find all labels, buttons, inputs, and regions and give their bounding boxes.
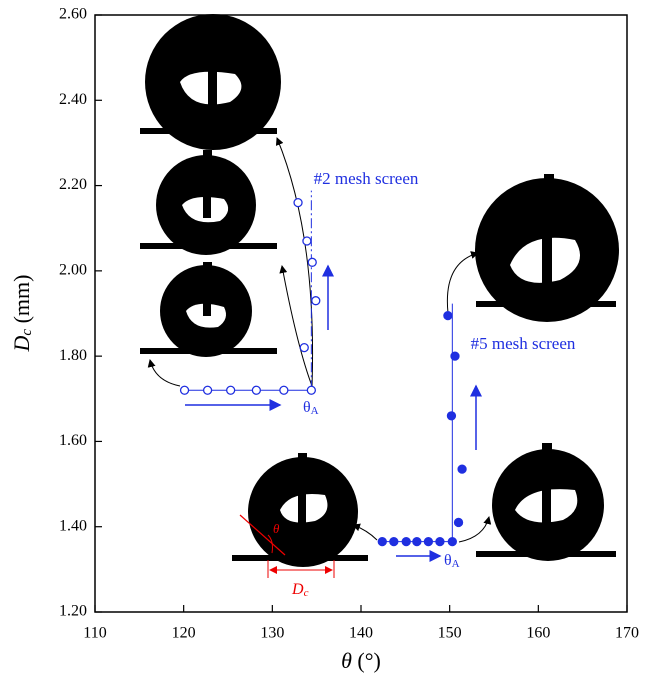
theta-a-label: θA [303,399,319,417]
x-tick-label: 130 [260,625,284,642]
y-tick-label: 2.20 [59,176,87,193]
subscript: A [311,405,319,417]
subscript: c [304,587,309,599]
data-point [435,536,445,547]
data-point [307,257,317,267]
unit: (mm) [9,275,34,324]
x-tick-label: 160 [526,625,550,642]
symbol: θ [444,552,452,569]
data-point [377,536,387,547]
symbol: D [291,581,304,598]
data-point [279,385,289,395]
theta-a-label: θA [444,552,460,570]
data-point [389,536,399,547]
data-point [293,197,303,208]
x-tick-label: 170 [615,625,639,642]
symbol: θ [341,648,352,673]
data-point [202,385,213,395]
y-tick-label: 1.80 [59,347,87,364]
data-point [446,411,457,421]
series-label: #2 mesh screen [314,169,419,188]
y-tick-label: 1.20 [59,603,87,620]
data-point [423,536,434,547]
x-tick-label: 110 [83,625,106,642]
x-axis-label: θ (°) [341,648,381,673]
data-point [226,385,236,395]
series-label: #5 mesh screen [471,334,576,353]
data-point [450,351,460,361]
data-point [401,536,411,547]
diameter-label: Dc [291,581,309,599]
x-tick-label: 150 [438,625,462,642]
subscript: A [452,558,460,570]
data-point [302,236,312,246]
data-point [447,536,457,547]
y-tick-label: 1.60 [59,432,87,449]
x-tick-label: 120 [172,625,196,642]
data-point [306,385,316,395]
data-point [311,296,321,306]
annotation-graphics [147,137,492,578]
data-point [453,517,464,528]
y-tick-label: 2.40 [59,91,87,108]
y-tick-label: 2.00 [59,262,87,279]
symbol: θ [303,399,311,416]
angle-label: θ [273,521,280,536]
droplet-images [140,14,619,567]
y-tick-label: 1.40 [59,517,87,534]
data-point [179,385,190,395]
data-point [299,342,309,353]
unit: (°) [357,648,380,673]
data-point [251,385,262,395]
subscript: c [19,329,35,336]
x-tick-label: 140 [349,625,373,642]
data-point [457,464,467,474]
symbol: D [9,335,34,352]
data-point [412,536,422,547]
data-point [443,310,453,321]
y-axis-label: Dc (mm) [9,275,35,353]
y-tick-label: 2.60 [59,6,87,23]
